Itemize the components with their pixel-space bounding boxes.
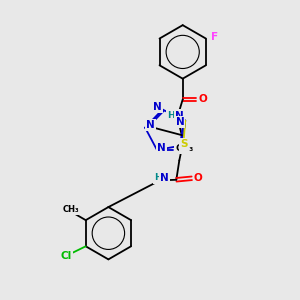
Text: N: N [175, 110, 184, 121]
Text: N: N [160, 173, 169, 183]
Text: H: H [167, 111, 175, 120]
Text: F: F [211, 32, 218, 42]
Text: N: N [153, 102, 162, 112]
Text: N: N [146, 120, 155, 130]
Text: S: S [180, 140, 188, 149]
Text: Cl: Cl [60, 251, 71, 261]
Text: N: N [176, 117, 184, 127]
Text: H: H [154, 173, 161, 182]
Text: CH₃: CH₃ [176, 144, 194, 153]
Text: O: O [198, 94, 207, 104]
Text: CH₃: CH₃ [63, 205, 79, 214]
Text: N: N [157, 142, 166, 152]
Text: O: O [194, 173, 203, 183]
